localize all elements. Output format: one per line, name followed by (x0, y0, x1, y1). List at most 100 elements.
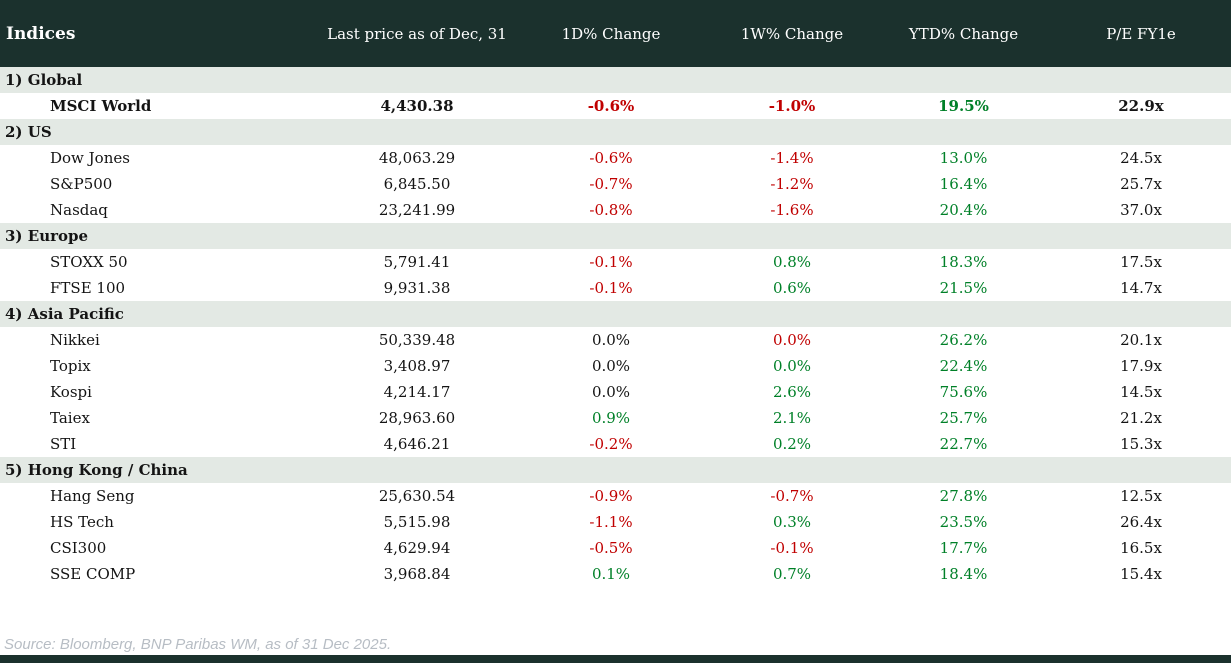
table-header: Indices Last price as of Dec, 31 1D% Cha… (0, 0, 1231, 67)
header-1d-change: 1D% Change (561, 24, 661, 43)
bottom-bar (0, 655, 1231, 663)
indices-table-body: 1) Global MSCI World 4,430.38 -0.6% -1.0% 19.… (0, 67, 1231, 587)
cell-index-name: MSCI World (50, 97, 152, 115)
cell-pe: 17.5x (1120, 253, 1162, 271)
cell-1w-change: 0.8% (772, 253, 812, 271)
header-row: Indices Last price as of Dec, 31 1D% Cha… (0, 0, 1231, 67)
cell-ytd-change: 26.2% (939, 331, 988, 349)
cell-1w-change: 0.0% (772, 331, 812, 349)
cell-1d-change: 0.1% (591, 565, 631, 583)
table-row: Kospi 4,214.17 0.0% 2.6% 75.6% 14.5x (0, 379, 1231, 405)
cell-index-name: Dow Jones (50, 149, 130, 167)
cell-1d-change: -0.7% (589, 175, 633, 193)
cell-ytd-change: 18.4% (939, 565, 988, 583)
cell-pe: 20.1x (1120, 331, 1162, 349)
cell-pe: 37.0x (1120, 201, 1162, 219)
cell-ytd-change: 16.4% (939, 175, 988, 193)
cell-pe: 12.5x (1120, 487, 1162, 505)
cell-pe: 17.9x (1120, 357, 1162, 375)
cell-ytd-change: 23.5% (939, 513, 988, 531)
section-label: 3) Europe (5, 227, 89, 245)
table-row: SSE COMP 3,968.84 0.1% 0.7% 18.4% 15.4x (0, 561, 1231, 587)
cell-index-name: Nasdaq (50, 201, 108, 219)
cell-index-name: Topix (50, 357, 91, 375)
cell-1d-change: 0.0% (591, 331, 631, 349)
cell-index-name: SSE COMP (50, 565, 136, 583)
cell-index-name: STOXX 50 (50, 253, 128, 271)
table-row: HS Tech 5,515.98 -1.1% 0.3% 23.5% 26.4x (0, 509, 1231, 535)
cell-index-name: Nikkei (50, 331, 100, 349)
table-row: Nikkei 50,339.48 0.0% 0.0% 26.2% 20.1x (0, 327, 1231, 353)
table-row: Dow Jones 48,063.29 -0.6% -1.4% 13.0% 24.5x (0, 145, 1231, 171)
cell-last-price: 4,646.21 (383, 435, 451, 453)
cell-last-price: 4,430.38 (380, 97, 454, 115)
source-note: Source: Bloomberg, BNP Paribas WM, as of… (4, 636, 392, 653)
cell-ytd-change: 13.0% (939, 149, 988, 167)
cell-1w-change: 0.3% (772, 513, 812, 531)
section-row: 1) Global (0, 67, 1231, 93)
section-label: 5) Hong Kong / China (5, 461, 188, 479)
cell-1d-change: 0.0% (591, 357, 631, 375)
header-pe: P/E FY1e (1106, 24, 1176, 43)
cell-last-price: 48,063.29 (378, 149, 456, 167)
cell-pe: 24.5x (1120, 149, 1162, 167)
cell-pe: 26.4x (1120, 513, 1162, 531)
cell-1d-change: -0.1% (589, 253, 633, 271)
cell-ytd-change: 22.4% (939, 357, 988, 375)
cell-last-price: 23,241.99 (378, 201, 456, 219)
cell-1w-change: 0.6% (772, 279, 812, 297)
cell-1w-change: -0.7% (770, 487, 814, 505)
cell-pe: 21.2x (1120, 409, 1162, 427)
cell-1d-change: -0.8% (589, 201, 633, 219)
table-row: Nasdaq 23,241.99 -0.8% -1.6% 20.4% 37.0x (0, 197, 1231, 223)
cell-ytd-change: 17.7% (939, 539, 988, 557)
cell-index-name: Kospi (50, 383, 92, 401)
table-row: MSCI World 4,430.38 -0.6% -1.0% 19.5% 22.9x (0, 93, 1231, 119)
header-indices: Indices (6, 23, 76, 44)
cell-last-price: 6,845.50 (383, 175, 451, 193)
cell-1d-change: -0.6% (587, 97, 635, 115)
cell-last-price: 9,931.38 (383, 279, 451, 297)
section-label: 1) Global (5, 71, 83, 89)
cell-last-price: 3,968.84 (383, 565, 451, 583)
header-ytd-change: YTD% Change (908, 24, 1019, 43)
cell-ytd-change: 19.5% (938, 97, 989, 115)
cell-ytd-change: 25.7% (939, 409, 988, 427)
cell-last-price: 3,408.97 (383, 357, 451, 375)
table-row: S&P500 6,845.50 -0.7% -1.2% 16.4% 25.7x (0, 171, 1231, 197)
cell-1w-change: -1.4% (770, 149, 814, 167)
cell-1w-change: -1.0% (768, 97, 816, 115)
cell-index-name: S&P500 (50, 175, 113, 193)
table-row: STI 4,646.21 -0.2% 0.2% 22.7% 15.3x (0, 431, 1231, 457)
cell-last-price: 4,214.17 (383, 383, 451, 401)
cell-1d-change: -0.5% (589, 539, 633, 557)
cell-1d-change: -0.9% (589, 487, 633, 505)
section-row: 4) Asia Pacific (0, 301, 1231, 327)
section-row: 5) Hong Kong / China (0, 457, 1231, 483)
table-row: FTSE 100 9,931.38 -0.1% 0.6% 21.5% 14.7x (0, 275, 1231, 301)
table-row: STOXX 50 5,791.41 -0.1% 0.8% 18.3% 17.5x (0, 249, 1231, 275)
cell-ytd-change: 75.6% (939, 383, 988, 401)
cell-index-name: HS Tech (50, 513, 114, 531)
cell-last-price: 25,630.54 (378, 487, 456, 505)
indices-table: Indices Last price as of Dec, 31 1D% Cha… (0, 0, 1231, 587)
cell-1d-change: -0.6% (589, 149, 633, 167)
cell-1w-change: 0.0% (772, 357, 812, 375)
cell-ytd-change: 21.5% (939, 279, 988, 297)
cell-last-price: 50,339.48 (378, 331, 456, 349)
cell-last-price: 5,515.98 (383, 513, 451, 531)
cell-1d-change: 0.0% (591, 383, 631, 401)
cell-index-name: Hang Seng (50, 487, 135, 505)
cell-pe: 16.5x (1120, 539, 1162, 557)
cell-pe: 22.9x (1118, 97, 1164, 115)
cell-index-name: Taiex (50, 409, 90, 427)
section-row: 3) Europe (0, 223, 1231, 249)
section-row: 2) US (0, 119, 1231, 145)
cell-ytd-change: 20.4% (939, 201, 988, 219)
table-row: CSI300 4,629.94 -0.5% -0.1% 17.7% 16.5x (0, 535, 1231, 561)
cell-1w-change: 2.1% (772, 409, 812, 427)
cell-pe: 15.3x (1120, 435, 1162, 453)
header-last-price: Last price as of Dec, 31 (327, 24, 507, 43)
table-row: Taiex 28,963.60 0.9% 2.1% 25.7% 21.2x (0, 405, 1231, 431)
table-row: Topix 3,408.97 0.0% 0.0% 22.4% 17.9x (0, 353, 1231, 379)
